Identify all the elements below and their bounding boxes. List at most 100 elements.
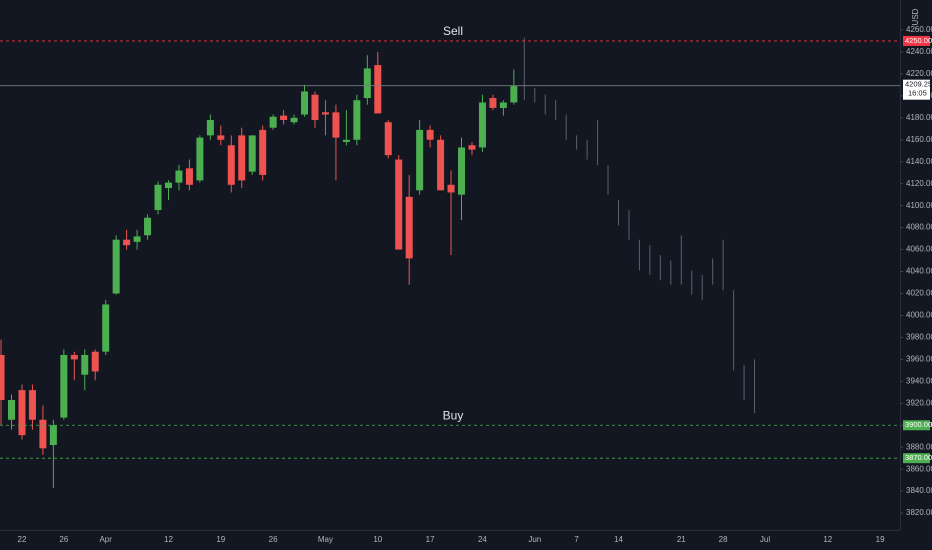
candle-body: [227, 145, 235, 185]
x-tick-label: Apr: [99, 535, 112, 544]
candle-body: [269, 116, 277, 128]
y-tick-label: 4240.00: [906, 47, 932, 56]
candle-body: [301, 91, 309, 115]
x-tick-label: 21: [677, 535, 686, 544]
x-tick-label: 7: [574, 535, 579, 544]
candle-body: [280, 115, 288, 121]
y-tick-label: 4220.00: [906, 69, 932, 78]
last-price-label: 4209.25: [905, 80, 932, 89]
level-price-box: [903, 35, 930, 46]
candle-body: [185, 168, 193, 185]
candle-body: [363, 68, 371, 99]
candle-body: [353, 100, 361, 140]
candle-body: [437, 139, 445, 191]
x-tick-label: Jun: [528, 535, 541, 544]
y-tick-label: 4080.00: [906, 223, 932, 232]
candle-body: [405, 196, 413, 259]
x-tick-label: 12: [823, 535, 832, 544]
candle-body: [342, 139, 350, 142]
x-tick-label: 28: [719, 535, 728, 544]
candle-body: [238, 135, 246, 181]
candle-body: [290, 117, 298, 123]
candle-body: [489, 98, 497, 108]
candle-body: [112, 239, 120, 294]
candle-body: [374, 65, 382, 114]
x-tick-label: 17: [426, 535, 435, 544]
y-tick-label: 4060.00: [906, 245, 932, 254]
y-tick-label: 4120.00: [906, 179, 932, 188]
level-price-box: [903, 420, 930, 431]
candle-body: [447, 184, 455, 193]
candle-body: [416, 129, 424, 191]
candle-body: [123, 239, 131, 246]
candle-body: [91, 351, 99, 372]
candle-body: [206, 120, 214, 136]
candle-body: [81, 354, 89, 375]
last-price-box: [903, 79, 930, 100]
y-tick-label: 4260.00: [906, 25, 932, 34]
y-tick-label: 4180.00: [906, 113, 932, 122]
candle-body: [499, 102, 507, 108]
candle-body: [332, 112, 340, 138]
candle-body: [0, 354, 5, 400]
candle-body: [217, 135, 225, 140]
x-tick-label: Jul: [760, 535, 770, 544]
candle-body: [102, 304, 110, 352]
candle-body: [510, 85, 518, 103]
x-tick-label: 12: [164, 535, 173, 544]
candle-body: [144, 217, 152, 236]
candle-body: [478, 102, 486, 148]
candle-body: [18, 390, 26, 436]
x-tick-label: 19: [876, 535, 885, 544]
candle-body: [384, 122, 392, 156]
x-tick-label: 26: [59, 535, 68, 544]
candle-body: [468, 145, 476, 150]
x-tick-label: 24: [478, 535, 487, 544]
x-tick-label: May: [318, 535, 333, 544]
candle-body: [8, 399, 16, 420]
y-tick-label: 4040.00: [906, 267, 932, 276]
level-text: Sell: [443, 24, 463, 38]
level-price-label: 3900.00: [905, 420, 932, 429]
candle-body: [259, 129, 267, 175]
candle-body: [49, 425, 57, 446]
candle-body: [458, 147, 466, 195]
y-tick-label: 4140.00: [906, 157, 932, 166]
candle-body: [321, 112, 329, 115]
candle-body: [175, 170, 183, 183]
last-price-time: 16:05: [908, 89, 927, 98]
y-tick-label: 4100.00: [906, 201, 932, 210]
y-tick-label: 3940.00: [906, 376, 932, 385]
candle-body: [395, 159, 403, 250]
candle-body: [60, 354, 68, 418]
level-price-label: 4250.00: [905, 36, 932, 45]
y-tick-label: 3860.00: [906, 464, 932, 473]
y-tick-label: 4160.00: [906, 135, 932, 144]
y-tick-label: 4020.00: [906, 289, 932, 298]
y-tick-label: 4000.00: [906, 311, 932, 320]
y-tick-label: 3920.00: [906, 398, 932, 407]
x-tick-label: 14: [614, 535, 623, 544]
candle-body: [133, 236, 141, 242]
y-tick-label: 3820.00: [906, 508, 932, 517]
y-tick-label: 3840.00: [906, 486, 932, 495]
candle-body: [248, 135, 256, 172]
currency-label: USD: [911, 8, 920, 25]
candle-body: [196, 137, 204, 181]
x-tick-label: 26: [269, 535, 278, 544]
y-tick-label: 3880.00: [906, 442, 932, 451]
level-price-box: [903, 453, 930, 464]
candle-body: [39, 419, 47, 449]
candle-body: [70, 354, 78, 360]
candle-body: [311, 94, 319, 121]
x-tick-label: 19: [216, 535, 225, 544]
x-tick-label: 10: [373, 535, 382, 544]
y-tick-label: 3960.00: [906, 354, 932, 363]
candle-body: [154, 184, 162, 211]
candle-body: [28, 390, 36, 420]
level-text: Buy: [443, 408, 464, 422]
x-tick-label: 22: [18, 535, 27, 544]
y-tick-label: 3980.00: [906, 333, 932, 342]
